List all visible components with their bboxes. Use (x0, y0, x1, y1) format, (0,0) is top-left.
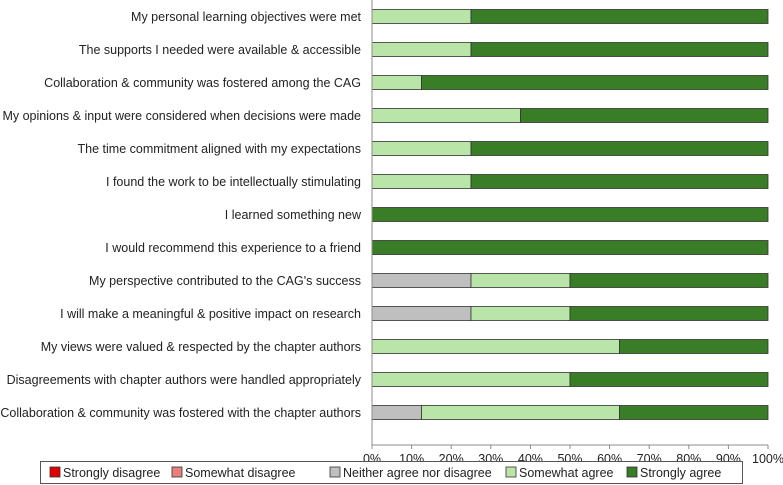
category-labels-group: My personal learning objectives were met… (0, 10, 362, 420)
bar-segment (371, 42, 472, 57)
category-label: The time commitment aligned with my expe… (78, 142, 361, 156)
bar-segment (371, 273, 472, 288)
legend-swatch (505, 466, 517, 478)
bar-segment (470, 174, 769, 189)
legend-swatch (329, 466, 341, 478)
legend: Strongly disagree Somewhat disagree Neithe… (40, 461, 743, 484)
bar-segment (371, 174, 472, 189)
category-label: I would recommend this experience to a f… (105, 241, 361, 255)
x-tick-label: 100% (752, 452, 783, 466)
legend-swatch (626, 466, 638, 478)
category-label: My opinions & input were considered when… (2, 109, 361, 123)
legend-label: Strongly disagree (63, 466, 160, 480)
category-label: My personal learning objectives were met (131, 10, 361, 24)
legend-label: Strongly agree (640, 466, 721, 480)
legend-swatch (171, 466, 183, 478)
legend-label: Neither agree nor disagree (343, 466, 492, 480)
bar-segment (371, 75, 422, 90)
legend-swatch (49, 466, 61, 478)
bar-segment (371, 339, 620, 354)
bar-segment (569, 273, 769, 288)
category-label: I found the work to be intellectually st… (106, 175, 361, 189)
bar-segment (421, 405, 620, 420)
bar-segment (421, 75, 769, 90)
category-label: My perspective contributed to the CAG's … (89, 274, 361, 288)
bar-segment (520, 108, 769, 123)
bars-group (371, 9, 769, 420)
bar-segment (569, 372, 769, 387)
category-label: I learned something new (225, 208, 362, 222)
bar-segment (371, 405, 422, 420)
bar-segment (371, 207, 769, 222)
category-label: I will make a meaningful & positive impa… (60, 307, 361, 321)
bar-segment (470, 42, 769, 57)
legend-label: Somewhat disagree (185, 466, 296, 480)
bar-segment (470, 141, 769, 156)
category-label: The supports I needed were available & a… (79, 43, 361, 57)
category-label: Disagreements with chapter authors were … (7, 373, 362, 387)
bar-segment (371, 108, 521, 123)
bar-segment (371, 306, 472, 321)
bar-segment (371, 141, 472, 156)
bar-segment (371, 240, 769, 255)
bar-segment (619, 339, 769, 354)
bar-segment (371, 9, 472, 24)
bar-segment (371, 372, 571, 387)
category-label: Collaboration & community was fostered a… (44, 76, 361, 90)
bar-segment (470, 273, 571, 288)
legend-label: Somewhat agree (519, 466, 614, 480)
bar-segment (470, 9, 769, 24)
bar-segment (619, 405, 769, 420)
category-label: My views were valued & respected by the … (41, 340, 361, 354)
bar-segment (470, 306, 571, 321)
legend-box (40, 461, 743, 484)
category-label: Collaboration & community was fostered w… (0, 406, 361, 420)
bar-segment (569, 306, 769, 321)
